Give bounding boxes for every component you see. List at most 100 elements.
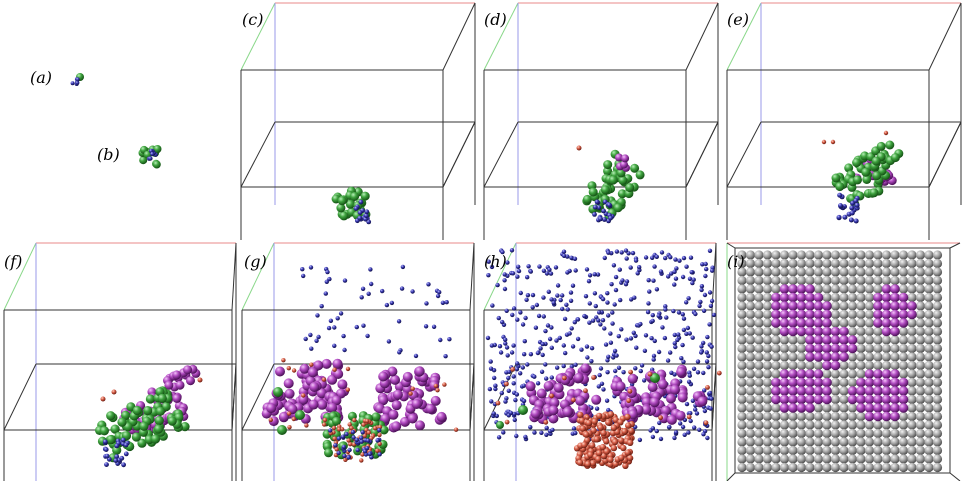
magenta-atom <box>796 386 807 396</box>
green-atom <box>106 411 116 421</box>
green-atom <box>835 182 845 192</box>
gray-atom <box>864 326 875 337</box>
gray-atom <box>856 284 866 294</box>
gray-atom <box>873 275 883 286</box>
gray-atom <box>915 250 926 260</box>
green-atom <box>876 141 886 151</box>
gray-atom <box>822 454 832 464</box>
gray-atom <box>737 301 747 311</box>
blue-atom <box>366 291 371 296</box>
gray-atom <box>830 284 841 294</box>
green-atom <box>157 393 167 403</box>
blue-atom <box>509 350 515 355</box>
gray-atom <box>762 318 773 328</box>
blue-atom <box>555 365 560 370</box>
green-atom <box>345 199 355 209</box>
red-atom <box>591 375 596 380</box>
red-atom <box>603 448 610 455</box>
magenta-atom <box>907 301 917 311</box>
blue-atom <box>447 337 452 342</box>
blue-atom <box>700 262 705 267</box>
blue-atom <box>491 411 496 416</box>
gray-atom <box>830 301 841 311</box>
magenta-atom <box>890 369 900 379</box>
gray-atom <box>796 258 807 269</box>
blue-atom <box>150 151 155 157</box>
magenta-atom <box>847 386 858 396</box>
green-atom <box>844 163 854 173</box>
red-atom <box>658 415 663 421</box>
magenta-atom <box>279 411 289 422</box>
blue-atom <box>526 264 531 269</box>
blue-atom <box>642 378 647 383</box>
gray-atom <box>864 318 875 328</box>
blue-atom <box>610 321 615 326</box>
gray-atom <box>932 403 943 413</box>
blue-atom <box>75 80 80 85</box>
magenta-atom <box>898 386 909 396</box>
box-edge <box>231 242 237 311</box>
blue-atom <box>597 372 602 378</box>
blue-atom <box>634 345 639 350</box>
blue-atom <box>697 427 702 432</box>
gray-atom <box>915 377 926 388</box>
blue-atom <box>699 287 704 293</box>
blue-atom <box>608 340 614 345</box>
blue-atom <box>102 439 108 445</box>
blue-atom <box>525 293 531 298</box>
blue-atom <box>705 435 710 441</box>
blue-atom <box>351 435 356 440</box>
gray-atom <box>898 352 909 362</box>
blue-atom <box>326 325 332 331</box>
blue-atom <box>638 321 643 327</box>
blue-atom <box>507 369 512 374</box>
red-atom <box>291 368 297 373</box>
box-edge <box>726 472 736 482</box>
magenta-atom <box>283 378 294 389</box>
blue-atom <box>523 315 528 321</box>
gray-atom <box>771 428 781 439</box>
blue-atom <box>511 343 516 348</box>
blue-atom <box>656 349 662 355</box>
blue-atom <box>548 271 554 276</box>
green-atom <box>582 194 592 204</box>
magenta-atom <box>805 335 815 345</box>
blue-atom <box>612 348 618 354</box>
blue-atom <box>518 310 523 315</box>
gray-atom <box>915 292 926 303</box>
red-atom <box>331 425 337 431</box>
magenta-atom <box>779 394 790 405</box>
gray-atom <box>907 428 917 439</box>
blue-atom <box>701 432 706 437</box>
magenta-atom <box>388 409 399 420</box>
red-atom <box>821 139 827 145</box>
blue-atom <box>503 337 508 342</box>
gray-atom <box>847 462 858 473</box>
box-edge <box>928 2 962 71</box>
red-atom <box>624 449 631 456</box>
gray-atom <box>864 428 875 439</box>
gray-atom <box>779 428 790 439</box>
blue-atom <box>567 331 572 336</box>
cluster-d <box>576 145 645 224</box>
blue-atom <box>324 279 329 284</box>
blue-atom <box>338 311 344 316</box>
magenta-atom <box>830 360 841 371</box>
magenta-atom <box>864 403 875 413</box>
blue-atom <box>522 339 527 344</box>
blue-atom <box>595 272 601 277</box>
blue-atom <box>544 425 549 431</box>
gray-atom <box>932 420 943 430</box>
red-atom <box>286 411 292 416</box>
blue-atom <box>596 318 601 323</box>
gray-atom <box>856 411 866 422</box>
gray-atom <box>779 335 790 345</box>
magenta-atom <box>402 371 413 382</box>
gray-atom <box>805 250 815 260</box>
blue-atom <box>654 428 659 434</box>
gray-atom <box>907 377 917 388</box>
magenta-atom <box>649 397 660 408</box>
red-atom <box>362 433 367 438</box>
red-atom <box>433 383 439 389</box>
gray-atom <box>762 394 773 405</box>
